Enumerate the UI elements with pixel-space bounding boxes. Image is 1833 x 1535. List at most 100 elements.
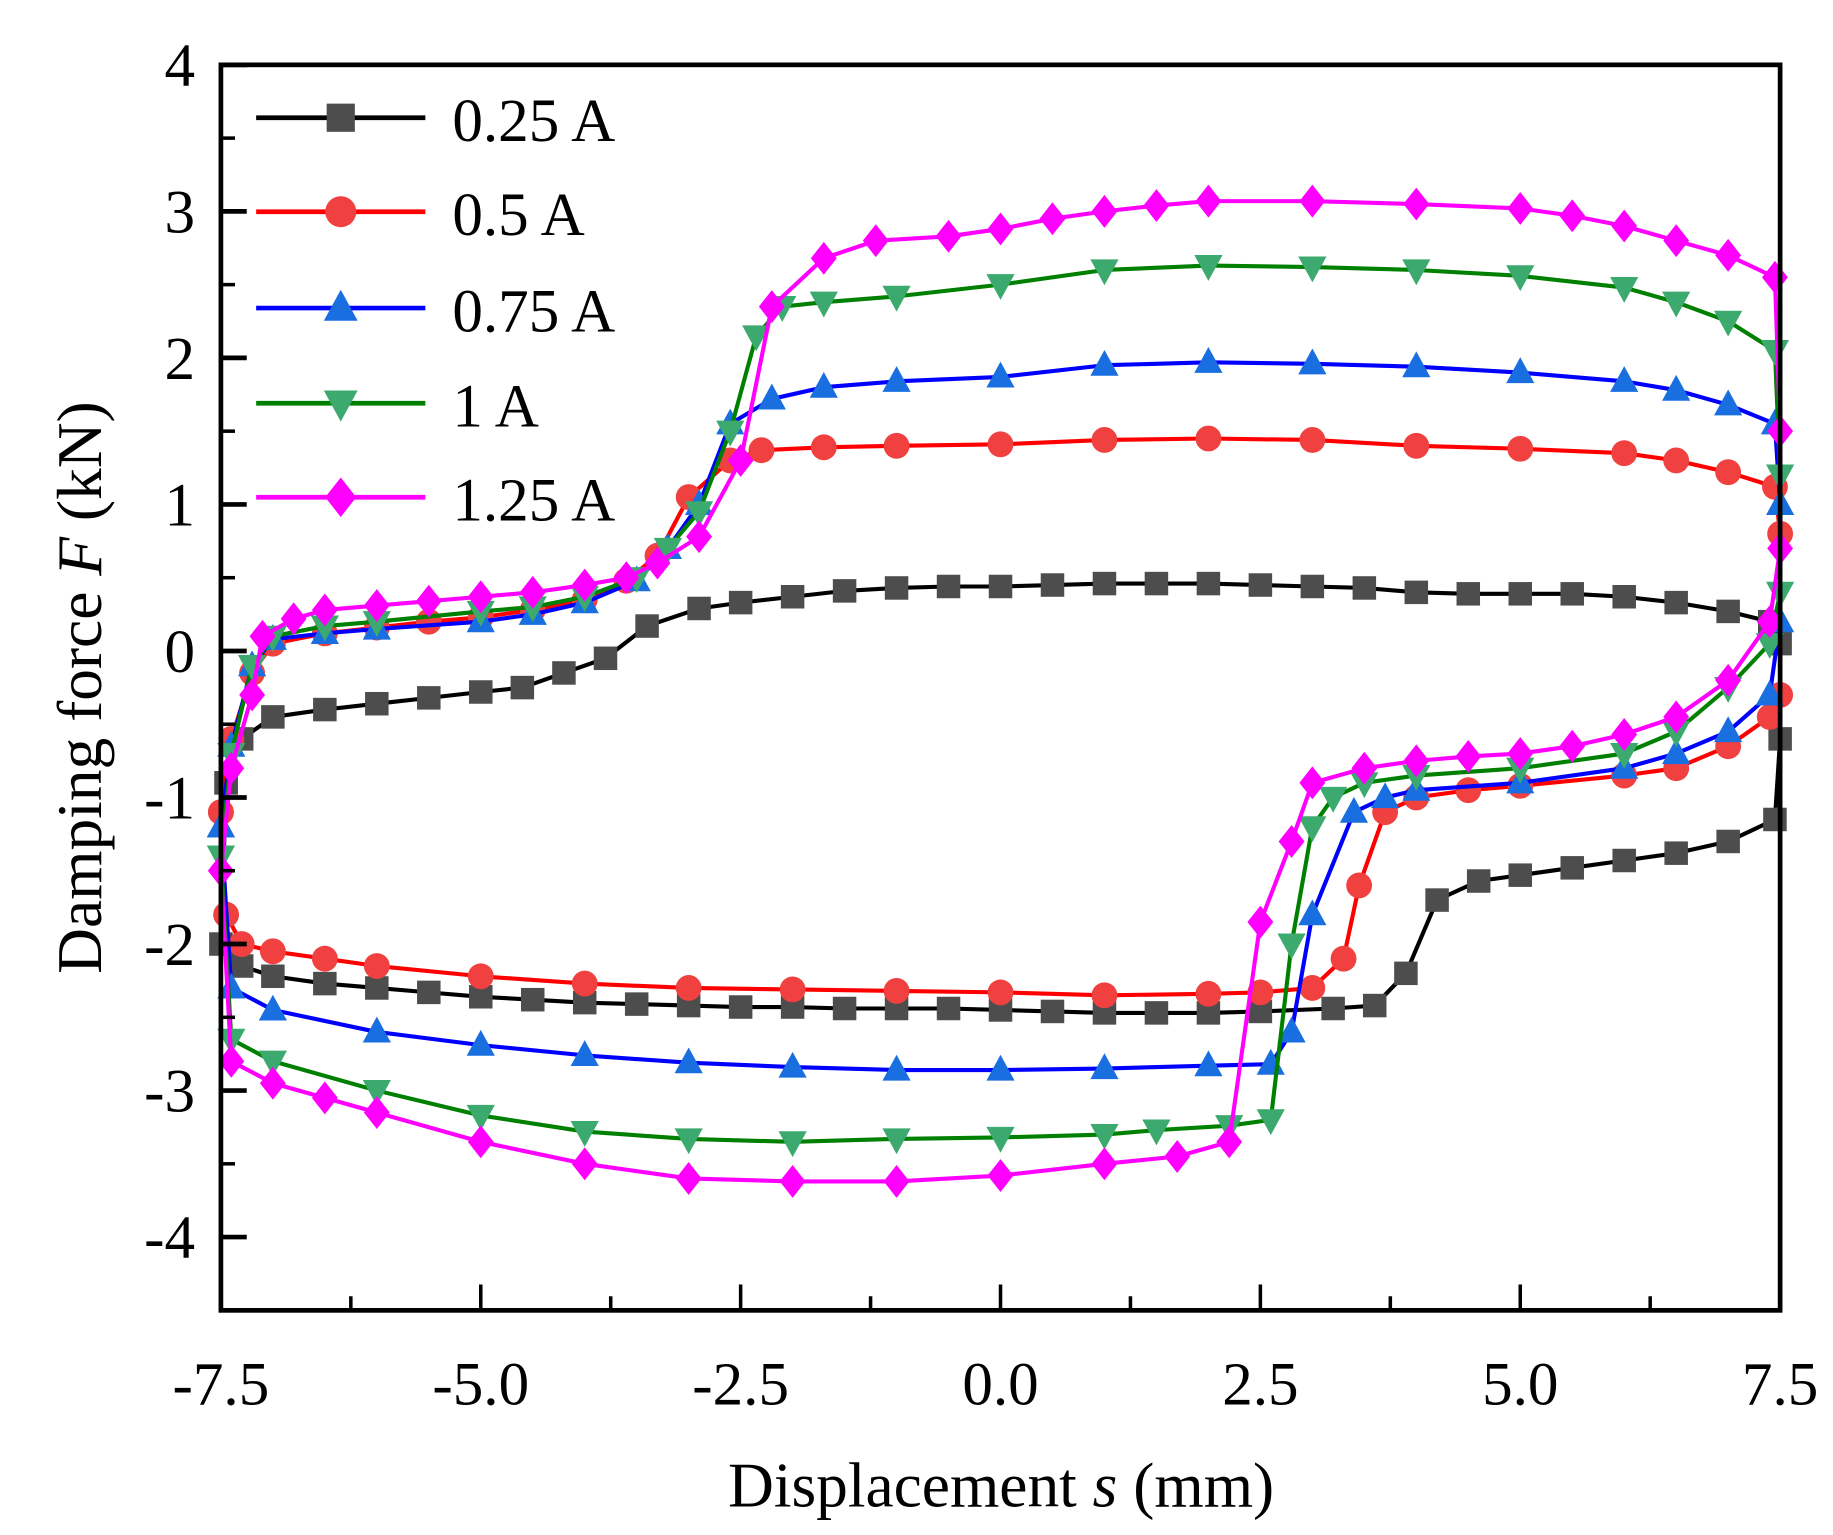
- data-point: [518, 596, 547, 623]
- legend-item: 1.25 A: [256, 468, 615, 535]
- data-point: [1455, 777, 1482, 804]
- data-point: [1402, 764, 1431, 791]
- data-point: [466, 1104, 495, 1131]
- data-point: [217, 972, 246, 999]
- y-tick-label: 1: [165, 473, 196, 540]
- data-point: [1663, 700, 1690, 734]
- data-point: [1466, 869, 1491, 893]
- data-point: [1277, 933, 1306, 960]
- data-point: [1714, 310, 1743, 337]
- data-point: [570, 1121, 599, 1147]
- data-point: [1298, 899, 1327, 926]
- data-point: [1248, 999, 1273, 1024]
- data-point: [1662, 720, 1691, 747]
- data-point: [1247, 979, 1274, 1006]
- data-point: [1663, 224, 1690, 258]
- data-point: [1277, 1016, 1306, 1043]
- data-point: [466, 600, 495, 627]
- data-point: [1346, 872, 1373, 899]
- data-point: [1194, 1050, 1223, 1077]
- data-point: [1715, 459, 1742, 486]
- x-tick-label: 2.5: [1222, 1351, 1298, 1418]
- legend-label: 0.75 A: [452, 279, 615, 346]
- data-point: [883, 977, 910, 1004]
- data-point: [757, 383, 786, 410]
- data-point: [1716, 599, 1740, 624]
- y-tick-label: -1: [144, 766, 195, 833]
- legend-label: 0.25 A: [452, 88, 615, 155]
- data-point: [1662, 738, 1691, 765]
- legend-item: 0.5 A: [256, 182, 585, 249]
- data-point: [882, 1128, 911, 1155]
- data-point: [1662, 291, 1691, 318]
- data-point: [862, 224, 889, 258]
- data-point: [748, 437, 775, 464]
- data-point: [1319, 786, 1348, 813]
- data-point: [676, 993, 701, 1018]
- data-point: [986, 1126, 1015, 1153]
- data-point: [986, 274, 1015, 300]
- data-point: [520, 987, 545, 1012]
- data-point: [1300, 574, 1325, 599]
- data-point: [1299, 184, 1326, 218]
- series-line: [218, 199, 1783, 1184]
- legend-marker: [323, 390, 358, 422]
- data-point: [728, 995, 753, 1019]
- data-point: [1508, 582, 1533, 606]
- data-point: [1403, 432, 1430, 459]
- data-point: [686, 520, 712, 554]
- data-point: [1092, 1001, 1117, 1025]
- x-tick-label: 5.0: [1482, 1351, 1558, 1418]
- data-point: [1298, 256, 1327, 283]
- data-point: [987, 212, 1014, 246]
- data-point: [1040, 573, 1065, 597]
- data-point: [1091, 427, 1118, 453]
- tick-layer: 4 3 2 1 0 -1 -2 -3 -4 -7.5 -5.0 -2.5 0.0 2.5 5.0 7.5: [144, 33, 1818, 1418]
- data-point: [362, 1016, 391, 1043]
- data-point: [884, 996, 909, 1021]
- data-point: [1195, 184, 1222, 218]
- data-point: [810, 241, 837, 275]
- legend-marker: [326, 103, 355, 132]
- data-point: [742, 325, 771, 352]
- data-point: [1559, 199, 1586, 233]
- data-point: [988, 574, 1013, 599]
- data-point: [218, 751, 245, 785]
- data-point: [1403, 187, 1430, 221]
- data-point: [258, 1050, 287, 1077]
- data-point: [249, 619, 276, 653]
- data-point: [1352, 576, 1377, 600]
- data-point: [1040, 999, 1065, 1024]
- data-point: [832, 579, 857, 603]
- data-point: [832, 996, 857, 1021]
- data-point: [1090, 259, 1119, 286]
- data-point: [1278, 825, 1305, 858]
- data-point: [883, 432, 910, 459]
- data-point: [1456, 582, 1481, 606]
- data-point: [1350, 772, 1379, 799]
- data-point: [510, 675, 535, 700]
- data-point: [570, 1040, 599, 1066]
- data-point: [258, 994, 287, 1021]
- data-point: [882, 366, 911, 392]
- data-point: [571, 1147, 598, 1181]
- data-point: [1664, 590, 1688, 615]
- data-point: [1321, 996, 1345, 1021]
- data-point: [1560, 582, 1584, 606]
- data-point: [469, 985, 493, 1009]
- data-point: [1610, 366, 1639, 392]
- data-point: [365, 976, 389, 1000]
- data-point: [1299, 766, 1326, 800]
- data-point: [1664, 841, 1688, 865]
- data-point: [727, 444, 754, 477]
- data-point: [1195, 980, 1222, 1007]
- series-1-A: [206, 255, 1795, 1158]
- data-point: [986, 1054, 1015, 1081]
- data-point: [1247, 905, 1274, 939]
- data-point: [780, 585, 805, 609]
- data-point: [1248, 573, 1273, 597]
- legend-label: 1 A: [452, 374, 539, 441]
- data-point: [882, 285, 911, 312]
- data-point: [1508, 863, 1533, 887]
- data-point: [1507, 435, 1534, 462]
